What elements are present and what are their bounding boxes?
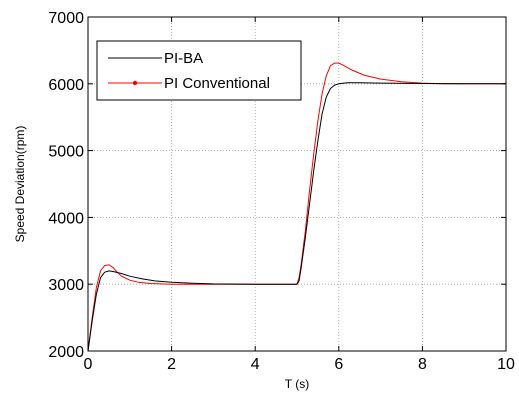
- x-tick-label: 10: [497, 356, 515, 373]
- plot-area-frame: [87, 16, 507, 352]
- x-tick-label: 6: [334, 356, 343, 373]
- x-tick-label: 2: [167, 356, 176, 373]
- y-axis-title: Speed Deviation(rpm): [13, 126, 27, 243]
- y-tick-label: 4000: [48, 210, 84, 227]
- x-axis-title: T (s): [285, 377, 309, 391]
- y-tick-label: 7000: [48, 10, 84, 27]
- y-tick-label: 2000: [48, 344, 84, 361]
- legend-box: [96, 40, 302, 101]
- series-line-pi-ba: [87, 82, 506, 352]
- y-tick-label: 5000: [48, 144, 84, 161]
- x-tick-label: 4: [251, 356, 260, 373]
- legend-marker-pi-conventional: [132, 80, 138, 86]
- x-tick-label: 8: [418, 356, 427, 373]
- y-tick-label: 6000: [48, 77, 84, 94]
- series-layer: [87, 62, 506, 352]
- y-tick-label: 3000: [48, 277, 84, 294]
- legend-label-pi-conventional: PI Conventional: [164, 75, 270, 92]
- x-tick-label: 0: [84, 356, 93, 373]
- legend: PI-BA PI Conventional: [96, 40, 302, 101]
- legend-label-pi-ba: PI-BA: [164, 50, 203, 67]
